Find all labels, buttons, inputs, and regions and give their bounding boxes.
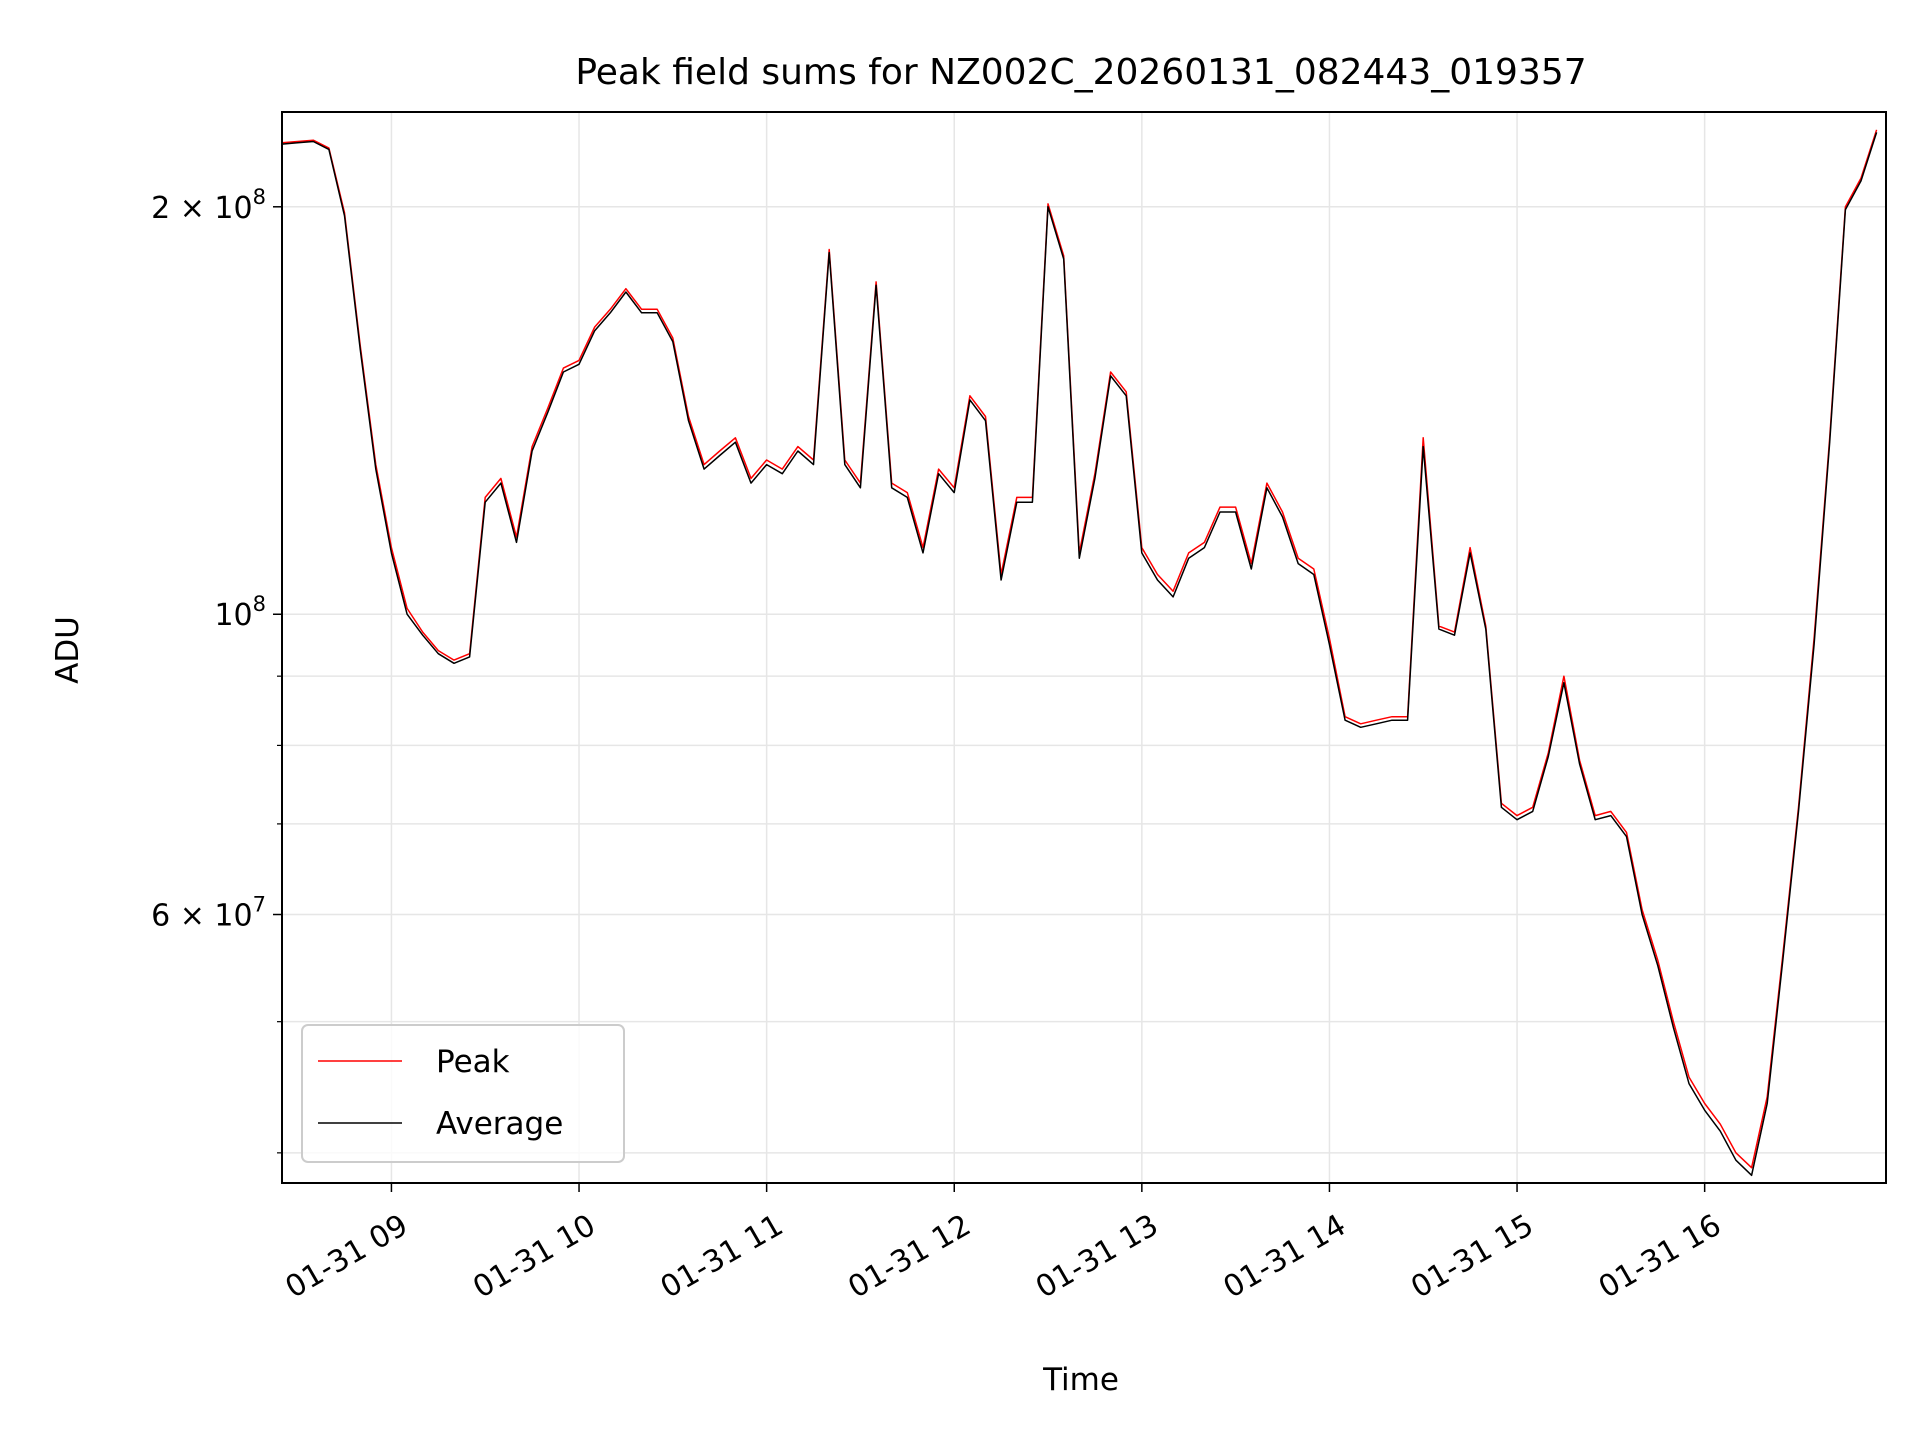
y-tick-label: 108 <box>214 592 266 633</box>
y-tick-exponent: 8 <box>253 592 266 616</box>
chart-title: Peak field sums for NZ002C_20260131_0824… <box>575 52 1586 93</box>
y-tick-mantissa: 6 × 10 <box>151 899 252 934</box>
series-line-average <box>282 132 1878 1177</box>
legend-average-label: Average <box>436 1106 563 1142</box>
y-tick-label: 6 × 107 <box>151 893 266 934</box>
x-axis-title: Time <box>1042 1362 1119 1398</box>
legend: Peak Average <box>301 1024 625 1163</box>
legend-peak-label: Peak <box>436 1044 510 1080</box>
y-axis-title: ADU <box>50 616 86 684</box>
y-tick-mantissa: 2 × 10 <box>151 191 252 226</box>
plot-frame <box>281 111 1887 1184</box>
y-tick-mantissa: 10 <box>214 598 252 633</box>
y-tick-label: 2 × 108 <box>151 185 266 226</box>
y-tick-exponent: 7 <box>253 893 266 917</box>
legend-box <box>301 1024 625 1163</box>
y-tick-exponent: 8 <box>253 185 266 209</box>
plot-lines <box>282 129 1878 1177</box>
